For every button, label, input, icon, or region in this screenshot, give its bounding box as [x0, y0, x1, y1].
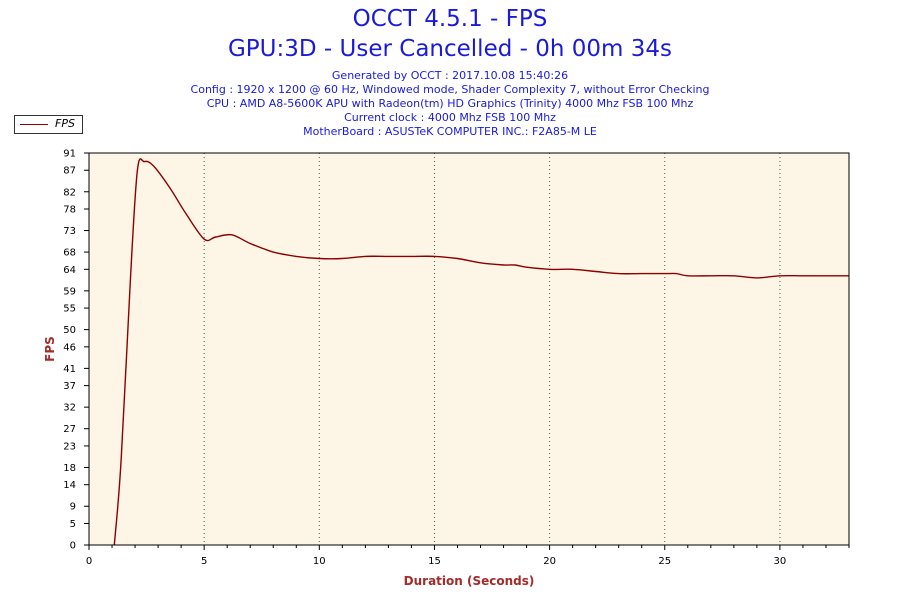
x-tick-label: 30 — [774, 556, 787, 567]
grid-lines — [203, 153, 781, 545]
x-axis-label: Duration (Seconds) — [404, 574, 535, 588]
x-tick-label: 15 — [428, 556, 441, 567]
info-motherboard: MotherBoard : ASUSTeK COMPUTER INC.: F2A… — [303, 125, 597, 138]
y-axis-label: FPS — [43, 336, 57, 362]
y-tick-label: 64 — [63, 265, 76, 276]
info-generated: Generated by OCCT : 2017.10.08 15:40:26 — [331, 69, 569, 82]
plot-border — [88, 152, 850, 546]
legend: FPS — [14, 115, 83, 134]
chart-subtitle: GPU:3D - User Cancelled - 0h 00m 34s — [227, 36, 672, 62]
y-tick-label: 37 — [63, 381, 76, 392]
y-tick-label: 27 — [63, 424, 76, 435]
x-tick-label: 10 — [313, 556, 326, 567]
x-tick-label: 0 — [86, 556, 92, 567]
legend-label: FPS — [55, 117, 75, 130]
y-tick-label: 59 — [63, 286, 76, 297]
y-tick-label: 91 — [63, 149, 76, 160]
x-tick-label: 20 — [543, 556, 556, 567]
y-tick-label: 32 — [63, 403, 76, 414]
info-clock: Current clock : 4000 Mhz FSB 100 Mhz — [344, 111, 556, 124]
info-cpu: CPU : AMD A8-5600K APU with Radeon(tm) H… — [206, 97, 694, 110]
y-tick-label: 23 — [63, 441, 76, 452]
y-tick-label: 46 — [63, 342, 76, 353]
x-axis: 0 5 10 15 20 25 30 — [86, 545, 850, 567]
y-tick-label: 68 — [63, 248, 76, 259]
chart-title: OCCT 4.5.1 - FPS — [352, 6, 548, 32]
y-tick-label: 5 — [70, 519, 76, 530]
y-tick-label: 0 — [70, 541, 76, 552]
y-tick-label: 78 — [63, 205, 76, 216]
legend-swatch — [20, 124, 48, 125]
y-tick-label: 50 — [63, 325, 76, 336]
y-tick-label: 41 — [63, 364, 76, 375]
plot-area — [89, 153, 849, 545]
y-tick-label: 18 — [63, 463, 76, 474]
y-tick-label: 87 — [63, 166, 76, 177]
x-tick-label: 5 — [201, 556, 207, 567]
y-tick-label: 55 — [63, 304, 76, 315]
y-tick-label: 73 — [63, 226, 76, 237]
x-tick-label: 25 — [658, 556, 671, 567]
y-tick-label: 82 — [63, 187, 76, 198]
series-line-fps — [113, 158, 849, 546]
y-tick-label: 14 — [63, 480, 76, 491]
y-tick-label: 9 — [70, 502, 76, 513]
info-config: Config : 1920 x 1200 @ 60 Hz, Windowed m… — [190, 83, 710, 96]
